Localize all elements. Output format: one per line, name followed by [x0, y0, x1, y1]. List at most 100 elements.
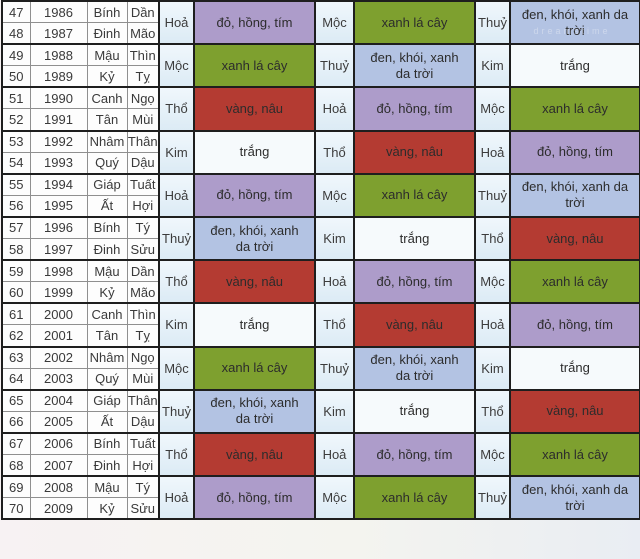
element-cell: Kim: [314, 215, 355, 262]
chi-cell: Thân: [126, 388, 160, 412]
bottom-margin: [0, 523, 640, 559]
row-number-cell: 63: [1, 345, 31, 369]
can-cell: Ất: [86, 194, 128, 218]
color-cell: trắng: [353, 388, 476, 434]
can-cell: Đinh: [86, 22, 128, 45]
row-number-cell: 54: [1, 151, 31, 175]
can-cell: Quý: [86, 367, 128, 391]
element-cell: Mộc: [314, 475, 355, 521]
row-number-cell: 50: [1, 65, 31, 88]
table-row: 65 2004 Giáp Thân Thuỷ đen, khói, xanh da trờ…: [1, 388, 640, 434]
element-cell: Hoả: [314, 259, 355, 305]
table-row: 67 2006 Bính Tuất Thổ vàng, nâu Hoả đỏ, hồng, t…: [1, 431, 640, 478]
chi-cell: Tý: [126, 475, 160, 499]
element-cell: Mộc: [314, 0, 355, 46]
can-cell: Nhâm: [86, 129, 128, 153]
element-cell: Hoả: [474, 129, 511, 175]
table-row: 66 2005 Ất Dậu: [1, 410, 640, 434]
can-cell: Ất: [86, 410, 128, 434]
chi-cell: Ngọ: [126, 86, 160, 110]
chi-cell: Sửu: [126, 238, 160, 261]
color-cell: đỏ, hồng, tím: [353, 431, 476, 478]
can-cell: Mậu: [86, 43, 128, 67]
color-cell: đỏ, hồng, tím: [193, 475, 316, 521]
color-cell: đen, khói, xanh da trời: [509, 172, 640, 218]
color-cell: vàng, nâu: [509, 388, 640, 434]
row-number-cell: 64: [1, 367, 31, 391]
year-cell: 2002: [29, 345, 88, 369]
element-cell: Thuỷ: [314, 345, 355, 391]
color-cell: xanh lá cây: [193, 345, 316, 391]
element-cell: Thuỷ: [474, 475, 511, 521]
color-cell: vàng, nâu: [353, 302, 476, 348]
color-cell: xanh lá cây: [509, 86, 640, 132]
color-cell: đen, khói, xanh da trời: [193, 388, 316, 434]
year-cell: 1990: [29, 86, 88, 110]
color-cell: xanh lá cây: [353, 475, 476, 521]
row-number-cell: 66: [1, 410, 31, 434]
chi-cell: Tỵ: [126, 324, 160, 347]
row-number-cell: 60: [1, 281, 31, 304]
element-cell: Hoả: [314, 86, 355, 132]
table-row: 49 1988 Mậu Thìn Mộc xanh lá cây Thuỷ đen, khói…: [1, 43, 640, 89]
can-cell: Đinh: [86, 238, 128, 261]
color-cell: trắng: [509, 43, 640, 89]
year-cell: 1993: [29, 151, 88, 175]
element-cell: Thổ: [158, 431, 195, 478]
year-cell: 1987: [29, 22, 88, 45]
can-cell: Đinh: [86, 453, 128, 477]
year-cell: 2001: [29, 324, 88, 347]
color-cell: đỏ, hồng, tím: [193, 0, 316, 46]
color-cell: đen, khói, xanh da trời: [353, 345, 476, 391]
element-cell: Hoả: [474, 302, 511, 348]
chi-cell: Sửu: [126, 497, 160, 520]
row-number-cell: 58: [1, 238, 31, 261]
can-cell: Quý: [86, 151, 128, 175]
year-cell: 1994: [29, 172, 88, 196]
can-cell: Kỷ: [86, 281, 128, 304]
row-number-cell: 52: [1, 108, 31, 132]
color-cell: vàng, nâu: [353, 129, 476, 175]
year-cell: 1992: [29, 129, 88, 153]
can-cell: Canh: [86, 302, 128, 326]
can-cell: Tân: [86, 108, 128, 132]
element-cell: Mộc: [158, 43, 195, 89]
color-cell: trắng: [509, 345, 640, 391]
can-cell: Bính: [86, 431, 128, 455]
element-cell: Kim: [474, 43, 511, 89]
year-cell: 1996: [29, 215, 88, 240]
element-cell: Mộc: [474, 431, 511, 478]
can-cell: Tân: [86, 324, 128, 347]
element-cell: Thổ: [158, 86, 195, 132]
color-cell: đen, khói, xanh da trời: [509, 0, 640, 46]
table-row: 60 1999 Kỷ Mão: [1, 281, 640, 304]
chi-cell: Dậu: [126, 410, 160, 434]
row-number-cell: 69: [1, 475, 31, 499]
chi-cell: Thìn: [126, 43, 160, 67]
element-cell: Mộc: [314, 172, 355, 218]
color-cell: xanh lá cây: [193, 43, 316, 89]
row-number-cell: 70: [1, 497, 31, 520]
color-cell: xanh lá cây: [353, 0, 476, 46]
color-cell: vàng, nâu: [193, 86, 316, 132]
color-cell: đỏ, hồng, tím: [353, 259, 476, 305]
color-cell: đỏ, hồng, tím: [193, 172, 316, 218]
year-cell: 2005: [29, 410, 88, 434]
can-cell: Giáp: [86, 388, 128, 412]
chi-cell: Dậu: [126, 151, 160, 175]
year-cell: 2003: [29, 367, 88, 391]
year-cell: 2008: [29, 475, 88, 499]
chi-cell: Dần: [126, 0, 160, 24]
element-cell: Mộc: [474, 259, 511, 305]
row-number-cell: 57: [1, 215, 31, 240]
table-row: 52 1991 Tân Mùi: [1, 108, 640, 132]
year-cell: 2006: [29, 431, 88, 455]
element-cell: Thuỷ: [314, 43, 355, 89]
year-cell: 1989: [29, 65, 88, 88]
year-cell: 1997: [29, 238, 88, 261]
color-cell: đen, khói, xanh da trời: [509, 475, 640, 521]
chi-cell: Mùi: [126, 367, 160, 391]
row-number-cell: 61: [1, 302, 31, 326]
element-cell: Kim: [158, 302, 195, 348]
color-cell: đỏ, hồng, tím: [509, 129, 640, 175]
